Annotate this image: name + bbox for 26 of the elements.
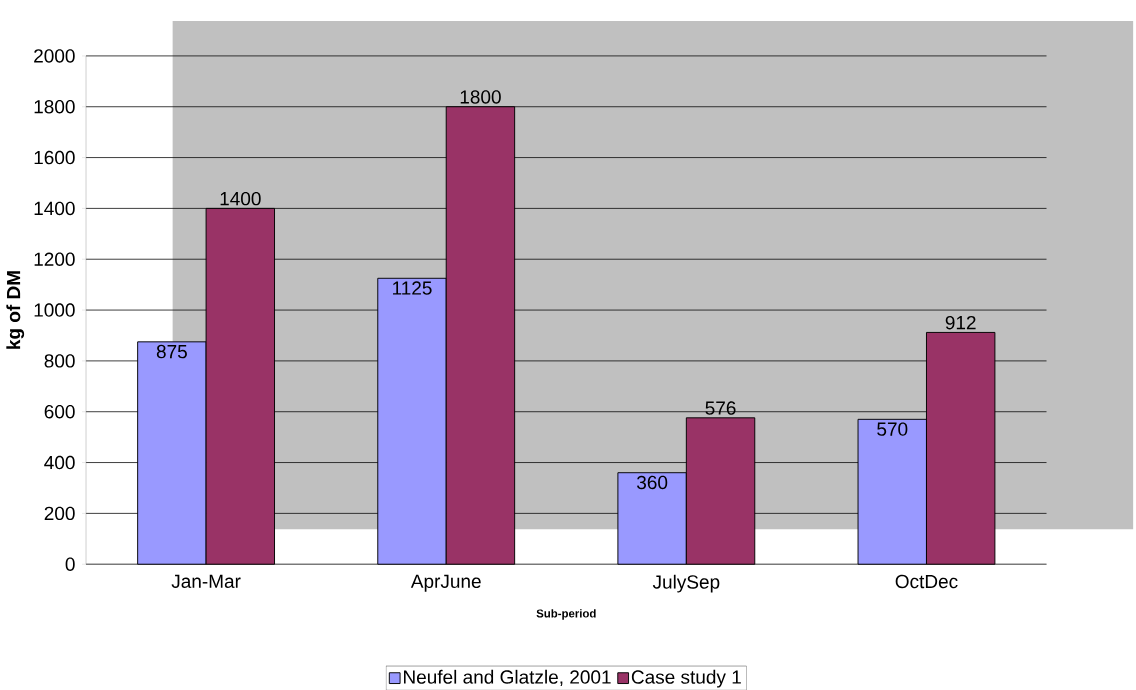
data-label: 360 — [637, 475, 668, 490]
y-axis-title: kg of DM — [6, 271, 25, 349]
y-tick-label: 800 — [44, 353, 75, 368]
x-axis-title: Sub-period — [536, 608, 596, 620]
x-tick-label: JulySep — [652, 574, 720, 593]
x-tick-label: OctDec — [895, 574, 958, 589]
y-tick-label: 600 — [44, 404, 75, 419]
y-tick-label: 1400 — [34, 201, 75, 215]
y-tick-label: 200 — [44, 506, 75, 520]
legend-label: Neufel and Glatzle, 2001 — [404, 669, 611, 686]
y-tick-label: 1200 — [34, 252, 75, 266]
x-tick-label: AprJune — [410, 574, 481, 592]
data-label: 875 — [156, 344, 187, 359]
x-tick-label: Jan-Mar — [171, 574, 241, 588]
legend-label: Case study 1 — [631, 669, 741, 688]
y-tick-label: 1800 — [34, 99, 75, 114]
y-tick-label: 1600 — [34, 150, 75, 165]
y-tick-label: 0 — [65, 557, 75, 571]
data-label: 1800 — [460, 90, 501, 104]
data-label: 912 — [945, 315, 976, 330]
data-label: 570 — [877, 422, 908, 436]
data-label: 1125 — [393, 281, 432, 295]
data-label: 1400 — [220, 191, 261, 206]
y-tick-label: 1000 — [34, 303, 75, 317]
y-tick-label: 400 — [44, 455, 75, 470]
y-tick-label: 2000 — [34, 48, 75, 63]
